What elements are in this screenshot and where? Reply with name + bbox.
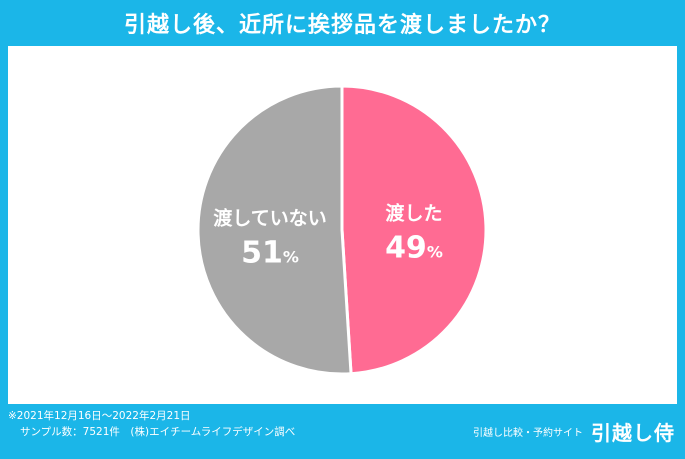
slice-value-unit: %: [427, 243, 443, 262]
slice-value-number: 51: [241, 235, 283, 270]
slice-value-number: 49: [385, 231, 427, 266]
pie-chart: 渡した 49% 渡していない 51%: [196, 84, 488, 376]
slice-label: 渡した: [385, 202, 442, 225]
brand-tagline: 引越し比較・予約サイト: [473, 427, 583, 439]
pie-slice-not-gave: [196, 84, 353, 376]
slice-value: 49%: [385, 231, 443, 266]
pie-slice-gave: [340, 84, 488, 376]
slice-value: 51%: [241, 235, 299, 270]
brand: 引越し比較・予約サイト 引越し侍: [473, 416, 675, 446]
slice-value-unit: %: [283, 247, 299, 266]
survey-sample: サンプル数：7521件 (株)エイチームライフデザイン調べ: [20, 426, 296, 438]
chart-panel: 渡した 49% 渡していない 51%: [8, 46, 677, 404]
survey-note: ※2021年12月16日～2022年2月21日 サンプル数：7521件 (株)エ…: [8, 408, 428, 440]
brand-logo: 引越し侍: [591, 420, 675, 445]
slice-label: 渡していない: [213, 206, 326, 229]
page-title: 引越し後、近所に挨拶品を渡しましたか？: [123, 13, 561, 38]
survey-date-range: ※2021年12月16日～2022年2月21日: [8, 410, 191, 422]
